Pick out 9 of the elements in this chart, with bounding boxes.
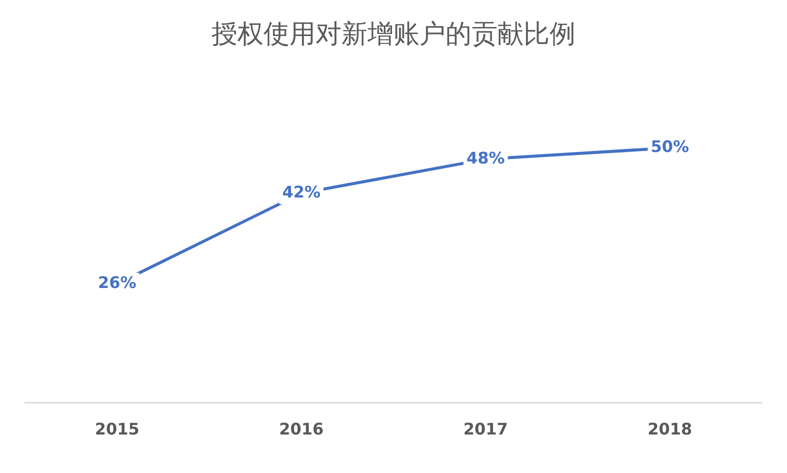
- data-label: 50%: [650, 137, 690, 156]
- x-tick-label: 2016: [279, 420, 324, 439]
- chart-title: 授权使用对新增账户的贡献比例: [212, 19, 576, 50]
- data-label: 48%: [466, 148, 505, 168]
- data-label: 26%: [98, 272, 136, 292]
- x-tick-label: 2015: [94, 420, 140, 439]
- x-tick-label: 2018: [648, 420, 692, 439]
- data-label: 42%: [282, 182, 321, 202]
- x-tick-label: 2017: [463, 420, 508, 439]
